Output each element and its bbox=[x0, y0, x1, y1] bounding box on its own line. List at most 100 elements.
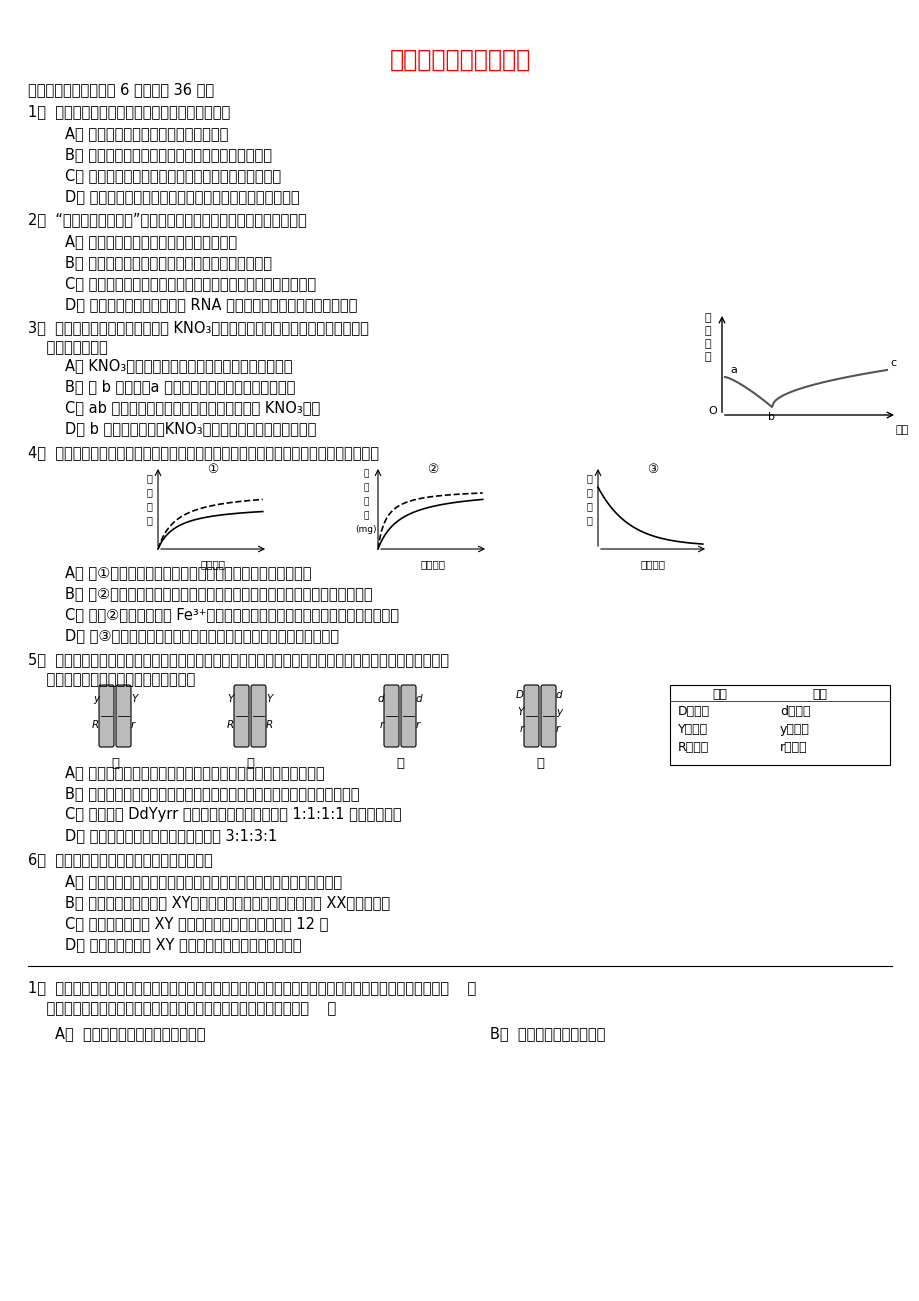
Text: 5．  如图表示孟德尔揭示两个遗传定律时所选用的豌豆实验材料及其体内相关基因控制的性状、显隐性及其: 5． 如图表示孟德尔揭示两个遗传定律时所选用的豌豆实验材料及其体内相关基因控制的… bbox=[28, 652, 448, 667]
Text: (mg): (mg) bbox=[355, 526, 377, 533]
Bar bbox=[669, 686, 889, 765]
Text: r: r bbox=[555, 723, 560, 734]
Text: 物: 物 bbox=[363, 497, 369, 506]
Text: C． 人体具有分裂能力的细胞会进行中心体复制，以形成纺锤体: C． 人体具有分裂能力的细胞会进行中心体复制，以形成纺锤体 bbox=[65, 276, 316, 291]
FancyBboxPatch shape bbox=[524, 686, 539, 747]
Text: B． 叶绻体类囊体藁膜面积较大，有利于光能的吸收: B． 叶绻体类囊体藁膜面积较大，有利于光能的吸收 bbox=[65, 255, 272, 271]
Text: y：绿色: y：绿色 bbox=[779, 723, 809, 736]
Text: D． b 点对应的时刻，KNO₃溶液与红细胞内液的浓度相等: D． b 点对应的时刻，KNO₃溶液与红细胞内液的浓度相等 bbox=[65, 422, 316, 436]
Text: D：高茎: D：高茎 bbox=[677, 705, 709, 718]
Text: 一、选择题（本大题公 6 小题，公 36 分）: 一、选择题（本大题公 6 小题，公 36 分） bbox=[28, 82, 214, 98]
Text: 九月月考理科综合试卷: 九月月考理科综合试卷 bbox=[389, 48, 530, 72]
Text: B． 脂肪、肝糖原、淠粉均为细胞内储存能量的物质: B． 脂肪、肝糖原、淠粉均为细胞内储存能量的物质 bbox=[65, 147, 272, 163]
Text: 时间: 时间 bbox=[894, 425, 908, 435]
Text: A． 所有生物都有性别决定，但不是所有生物的性别都有性染色体决定: A． 所有生物都有性别决定，但不是所有生物的性别都有性染色体决定 bbox=[65, 874, 342, 889]
Text: c: c bbox=[889, 358, 895, 368]
Text: C． 若图②中的实线表示 Fe³⁺的淳化效率，则虚线可表示过氧化氢酶的淳化效率: C． 若图②中的实线表示 Fe³⁺的淳化效率，则虚线可表示过氧化氢酶的淳化效率 bbox=[65, 608, 399, 622]
Text: A．  医用酒精和双氧水都是非电解质: A． 医用酒精和双氧水都是非电解质 bbox=[55, 1026, 205, 1041]
Text: 丙: 丙 bbox=[395, 757, 403, 770]
Text: 反应时间: 反应时间 bbox=[640, 559, 664, 569]
Text: 反: 反 bbox=[146, 474, 152, 483]
Text: D． 图③不能表示在反应开始后的一段时间内反应速率与时间的关系: D． 图③不能表示在反应开始后的一段时间内反应速率与时间的关系 bbox=[65, 628, 338, 643]
Text: Y: Y bbox=[266, 693, 272, 704]
Text: d：矮茎: d：矮茎 bbox=[779, 705, 810, 718]
FancyBboxPatch shape bbox=[233, 686, 249, 747]
Text: A． 图①虚线表示酶量增加一倍时，底物浓度和反应速度关系: A． 图①虚线表示酶量增加一倍时，底物浓度和反应速度关系 bbox=[65, 565, 312, 580]
Text: 应: 应 bbox=[146, 487, 152, 497]
FancyBboxPatch shape bbox=[383, 686, 399, 747]
Text: 4．  下图表示在不同条件下，酶掂化反应的速率（或生成物）变化，有关叙述不正确的是: 4． 下图表示在不同条件下，酶掂化反应的速率（或生成物）变化，有关叙述不正确的是 bbox=[28, 445, 379, 461]
Text: R: R bbox=[266, 719, 273, 730]
Text: 1．  下列有关细胞中化合物的叙述中，不正确的是: 1． 下列有关细胞中化合物的叙述中，不正确的是 bbox=[28, 104, 230, 118]
Text: 反应时间: 反应时间 bbox=[420, 559, 445, 569]
Text: y: y bbox=[555, 706, 562, 717]
Text: 速: 速 bbox=[146, 501, 152, 511]
Text: 乙: 乙 bbox=[245, 757, 254, 770]
Text: 无纺布制成，无纺布的主要原料是聚丙烯树脂。下列说法正确的是（    ）: 无纺布制成，无纺布的主要原料是聚丙烯树脂。下列说法正确的是（ ） bbox=[28, 1000, 335, 1016]
Text: C． 若等位基因位于 XY 同源区，人类有关婚配方式有 12 种: C． 若等位基因位于 XY 同源区，人类有关婚配方式有 12 种 bbox=[65, 916, 328, 932]
Text: 甲: 甲 bbox=[111, 757, 119, 770]
Text: 6．  关于性别决定和伴性遗传的叙述正确的是: 6． 关于性别决定和伴性遗传的叙述正确的是 bbox=[28, 852, 212, 866]
Text: 积: 积 bbox=[704, 353, 710, 362]
Text: B． 图②虚线表示增加酶浓度，其他条件不变时，生成物量变化的示意图曲线: B． 图②虚线表示增加酶浓度，其他条件不变时，生成物量变化的示意图曲线 bbox=[65, 585, 372, 601]
Text: D． 蛋白质是含量最多的有机物，是生命活动的主要承担者: D． 蛋白质是含量最多的有机物，是生命活动的主要承担者 bbox=[65, 189, 300, 204]
Text: ③: ③ bbox=[647, 463, 658, 476]
Text: B． 甲、乙图个体减数分裂时可以恰当地揭示孟德尔的自由组合定律的实质: B． 甲、乙图个体减数分裂时可以恰当地揭示孟德尔的自由组合定律的实质 bbox=[65, 786, 359, 801]
Text: Y: Y bbox=[130, 693, 137, 704]
Text: a: a bbox=[729, 366, 736, 375]
Text: C． ab 段中细胞失水使红细胞内液的浓度大于 KNO₃溶液: C． ab 段中细胞失水使红细胞内液的浓度大于 KNO₃溶液 bbox=[65, 399, 320, 415]
FancyBboxPatch shape bbox=[540, 686, 555, 747]
Text: O: O bbox=[708, 406, 716, 416]
Text: 2．  “结构与功能相适应”是生物学基本观点，下列有关叙述错误的是: 2． “结构与功能相适应”是生物学基本观点，下列有关叙述错误的是 bbox=[28, 212, 306, 226]
Text: D． 用丙自交，其子代的表现型比例为 3:1:3:1: D． 用丙自交，其子代的表现型比例为 3:1:3:1 bbox=[65, 827, 277, 843]
FancyBboxPatch shape bbox=[116, 686, 130, 747]
Text: d: d bbox=[555, 690, 562, 700]
Text: R: R bbox=[226, 719, 233, 730]
Text: 量: 量 bbox=[363, 511, 369, 520]
Text: 率: 率 bbox=[146, 515, 152, 526]
Text: 显性: 显性 bbox=[711, 688, 727, 701]
Text: 应: 应 bbox=[585, 487, 591, 497]
Text: D． 若等位基因位于 XY 同源区，则性状与性别不相关联: D． 若等位基因位于 XY 同源区，则性状与性别不相关联 bbox=[65, 937, 301, 952]
Text: 体: 体 bbox=[704, 340, 710, 349]
Text: 隐性: 隐性 bbox=[811, 688, 826, 701]
Text: r：皼粒: r：皼粒 bbox=[779, 742, 807, 755]
Text: 胞: 胞 bbox=[704, 327, 710, 336]
Text: C． 丁个体为 DdYyrr 测交子代一定会出现比例为 1:1:1:1 的四种表现型: C． 丁个体为 DdYyrr 测交子代一定会出现比例为 1:1:1:1 的四种表… bbox=[65, 807, 402, 822]
FancyBboxPatch shape bbox=[251, 686, 266, 747]
FancyBboxPatch shape bbox=[401, 686, 415, 747]
Text: C． 构成细胞的任何一种化合物都能在无机自然界找到: C． 构成细胞的任何一种化合物都能在无机自然界找到 bbox=[65, 168, 281, 183]
Text: A． 淠粉、蛋白质和核酸都是大分子物质: A． 淠粉、蛋白质和核酸都是大分子物质 bbox=[65, 126, 228, 141]
Text: 生: 生 bbox=[363, 468, 369, 477]
Text: D: D bbox=[516, 690, 524, 700]
Text: 细: 细 bbox=[704, 314, 710, 323]
Text: ①: ① bbox=[207, 463, 219, 476]
Text: 速: 速 bbox=[585, 501, 591, 511]
Text: B．  聚丙烯树脂属于纯净物: B． 聚丙烯树脂属于纯净物 bbox=[490, 1026, 605, 1041]
Text: 3．  将小鼠红细胞放入一定浓度的 KNO₃溶液中，红细胞体积随时间变化如图，有: 3． 将小鼠红细胞放入一定浓度的 KNO₃溶液中，红细胞体积随时间变化如图，有 bbox=[28, 320, 369, 334]
Text: R：圆粒: R：圆粒 bbox=[677, 742, 709, 755]
Text: A． 可以分别选甲、乙、丙、丁为材料来演绎分离定律的杂交实验: A． 可以分别选甲、乙、丙、丁为材料来演绎分离定律的杂交实验 bbox=[65, 765, 324, 781]
Text: B． 与 b 点相比，a 点对应时刻红细胞内液的浓度较大: B． 与 b 点相比，a 点对应时刻红细胞内液的浓度较大 bbox=[65, 379, 295, 394]
Text: Y：黄色: Y：黄色 bbox=[677, 723, 708, 736]
Text: ②: ② bbox=[427, 463, 438, 476]
Text: Y: Y bbox=[227, 693, 233, 704]
Text: A． 线粒体内膜面积较大，有利于酶的附着: A． 线粒体内膜面积较大，有利于酶的附着 bbox=[65, 234, 237, 248]
Text: 率: 率 bbox=[585, 515, 591, 526]
Text: B． 男性性染色体组成为 XY，为杂合子；女性性染色体组成为 XX，为纯合子: B． 男性性染色体组成为 XY，为杂合子；女性性染色体组成为 XX，为纯合子 bbox=[65, 895, 390, 909]
Text: 底物浓度: 底物浓度 bbox=[200, 559, 225, 569]
Text: d: d bbox=[377, 693, 383, 704]
Text: 关叙述正确的是: 关叙述正确的是 bbox=[28, 340, 108, 355]
Text: b: b bbox=[767, 412, 775, 422]
Text: 反: 反 bbox=[585, 474, 591, 483]
Text: D． 核膜上具有核孔，可作为 RNA 和蛋白质等大分子自由进出的通道: D． 核膜上具有核孔，可作为 RNA 和蛋白质等大分子自由进出的通道 bbox=[65, 297, 357, 312]
Text: R: R bbox=[92, 719, 99, 730]
Text: Y: Y bbox=[517, 706, 524, 717]
Text: 成: 成 bbox=[363, 483, 369, 492]
Text: r: r bbox=[519, 723, 524, 734]
Text: 在染色体上的分布。下列叙述正确的是: 在染色体上的分布。下列叙述正确的是 bbox=[28, 673, 195, 687]
FancyBboxPatch shape bbox=[99, 686, 114, 747]
Text: A． KNO₃溶液的起始浓度小于红细胞内液的起始浓度: A． KNO₃溶液的起始浓度小于红细胞内液的起始浓度 bbox=[65, 358, 292, 373]
Text: r: r bbox=[130, 719, 135, 730]
Text: d: d bbox=[415, 693, 422, 704]
